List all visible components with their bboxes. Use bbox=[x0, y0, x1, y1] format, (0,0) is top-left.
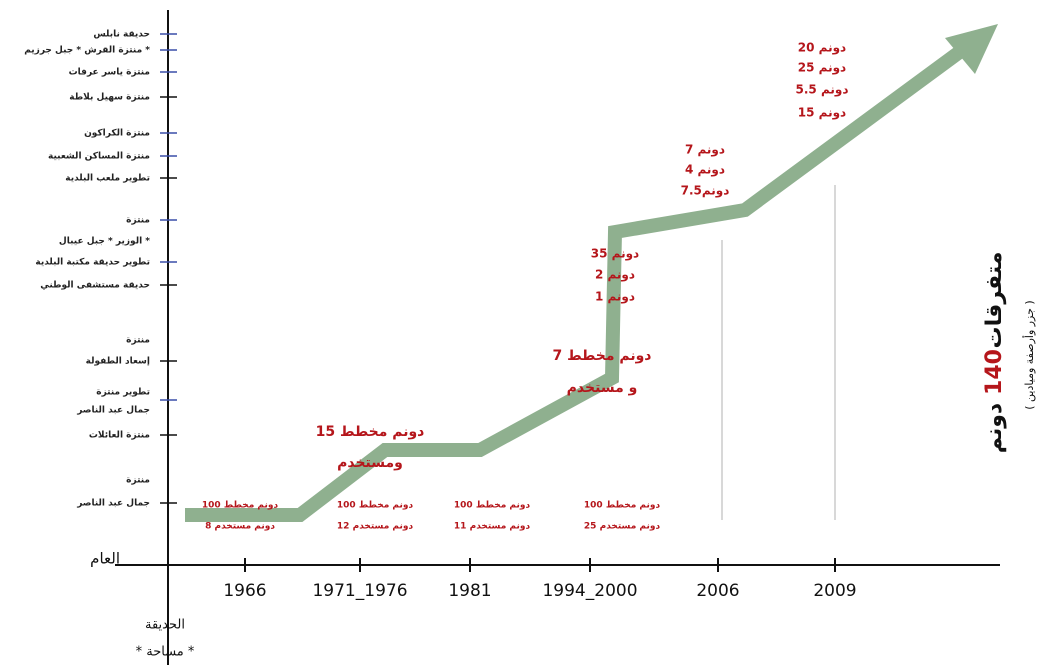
year-label: 1994_2000 bbox=[542, 581, 637, 601]
project-label: جمال عبد الناصر bbox=[76, 499, 150, 509]
side-title: دونم bbox=[982, 403, 1007, 453]
area-annotation: 25 دونم bbox=[798, 61, 846, 76]
project-label: جمال عبد الناصر bbox=[76, 406, 150, 416]
planned-note: 100 دونم مخطط bbox=[202, 501, 279, 511]
area-annotation: 15 دونم مخطط bbox=[316, 424, 425, 440]
project-label: منتزة ياسر عرفات bbox=[69, 68, 150, 78]
used-note: 12 دونم مستخدم bbox=[337, 522, 414, 532]
area-annotation: 1 دونم bbox=[595, 290, 635, 305]
year-label: 2006 bbox=[696, 581, 739, 601]
year-label: 1966 bbox=[223, 581, 266, 601]
year-label: 2009 bbox=[813, 581, 856, 601]
project-label: منتزة القرش * جبل جرزيم * bbox=[24, 46, 150, 56]
area-annotation: 2 دونم bbox=[595, 268, 635, 283]
arrow-head bbox=[945, 24, 998, 74]
side-subtitle: ( جزر وأرصفة وميادين ) bbox=[1022, 300, 1036, 409]
project-label: منتزة العائلات bbox=[89, 431, 150, 441]
side-title: 140 bbox=[982, 349, 1007, 395]
area-annotation: و مستخدم bbox=[567, 380, 638, 396]
used-note: 25 دونم مستخدم bbox=[584, 522, 661, 532]
year-label: 1971_1976 bbox=[312, 581, 407, 601]
area-annotation: 7 دونم bbox=[685, 143, 725, 158]
area-annotation: 35 دونم bbox=[591, 247, 639, 262]
area-axis-label: الحديقة bbox=[145, 618, 185, 633]
project-label: تطوير منتزة bbox=[96, 388, 150, 398]
planned-note: 100 دونم مخطط bbox=[337, 501, 414, 511]
project-label: منتزة bbox=[126, 216, 150, 226]
area-annotation: 7.5دونم bbox=[681, 184, 730, 199]
project-label: منتزة bbox=[126, 336, 150, 346]
area-axis-label: * مساحة * bbox=[136, 645, 195, 660]
project-label: حديقة مستشفى الوطني bbox=[40, 281, 150, 291]
area-annotation: 15 دونم bbox=[798, 106, 846, 121]
growth-arrow bbox=[185, 42, 970, 522]
project-label: منتزة bbox=[126, 476, 150, 486]
project-label: الوزير * جبل عيبال * bbox=[59, 237, 150, 247]
project-label: منتزة الكراكون bbox=[84, 129, 150, 139]
area-annotation: ومستخدم bbox=[337, 455, 403, 471]
year-label: 1981 bbox=[448, 581, 491, 601]
used-note: 8 دونم مستخدم bbox=[205, 522, 275, 532]
used-note: 11 دونم مستخدم bbox=[454, 522, 531, 532]
year-axis-label: العام bbox=[90, 550, 120, 568]
planned-note: 100 دونم مخطط bbox=[454, 501, 531, 511]
planned-note: 100 دونم مخطط bbox=[584, 501, 661, 511]
area-annotation: 4 دونم bbox=[685, 163, 725, 178]
side-title: متفرقات bbox=[982, 252, 1007, 349]
project-label: إسعاد الطفولة bbox=[86, 357, 150, 367]
area-annotation: 7 دونم مخطط bbox=[552, 348, 651, 364]
area-annotation: 5.5 دونم bbox=[796, 83, 849, 98]
project-label: منتزة سهيل بلاطة bbox=[69, 93, 150, 103]
project-label: تطوير ملعب البلدية bbox=[65, 174, 150, 184]
project-label: منتزة المساكن الشعبية bbox=[48, 152, 150, 162]
project-label: تطوير حديقة مكتبة البلدية bbox=[35, 258, 150, 268]
project-label: حديقة نابلس bbox=[93, 30, 150, 40]
area-annotation: 20 دونم bbox=[798, 41, 846, 56]
